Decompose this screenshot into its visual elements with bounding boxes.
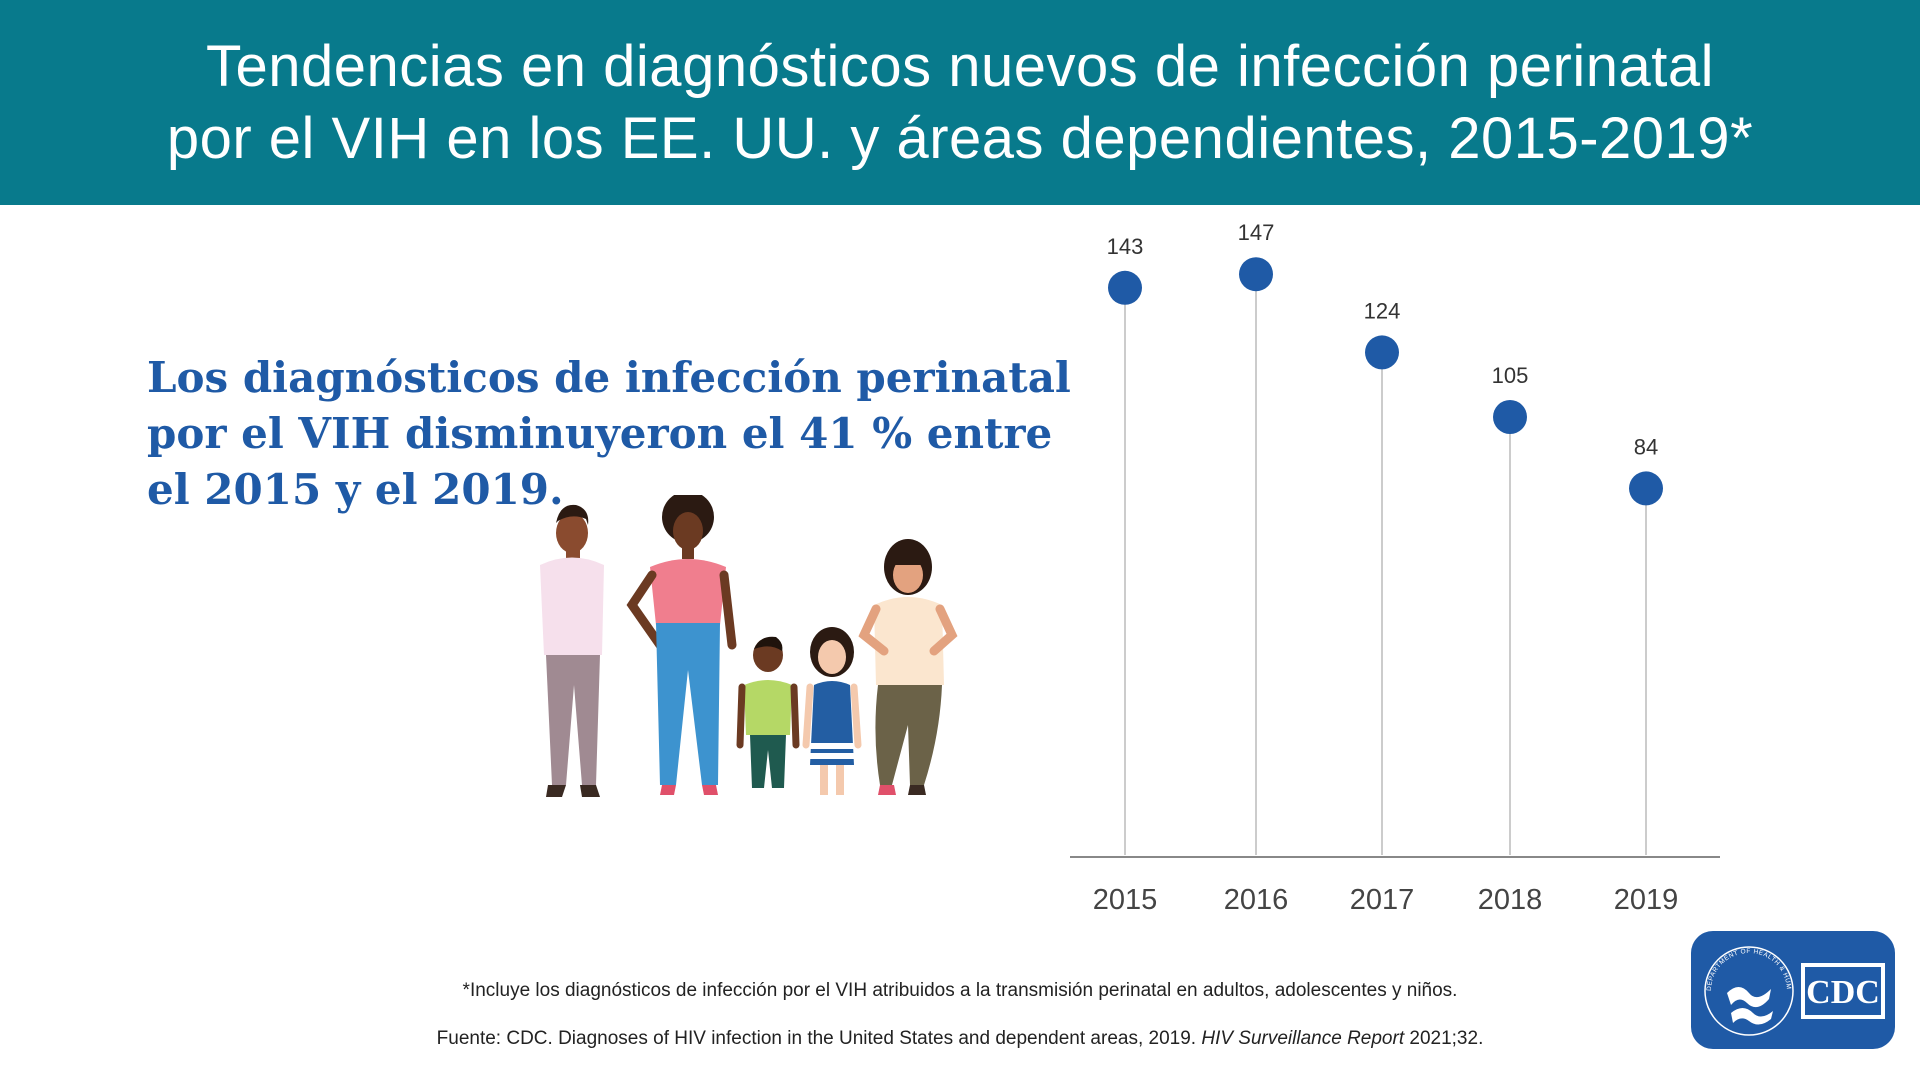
headline-line-2: por el VIH disminuyeron el 41 % entre xyxy=(147,409,1053,458)
markers-group xyxy=(1108,257,1663,506)
data-point-2019 xyxy=(1629,471,1663,506)
value-label-2015: 143 xyxy=(1107,234,1144,259)
footnote: *Incluye los diagnósticos de infección p… xyxy=(462,980,1458,1001)
value-label-2019: 84 xyxy=(1634,434,1658,459)
title-line-1: Tendencias en diagnósticos nuevos de inf… xyxy=(206,33,1714,99)
lollipop-chart: 143 147 124 105 84 2015 2016 2017 2018 2019 xyxy=(1070,220,1720,916)
woman-figure xyxy=(626,495,737,795)
x-tick-label-2017: 2017 xyxy=(1350,884,1415,916)
value-label-2016: 147 xyxy=(1238,220,1275,245)
value-label-2017: 124 xyxy=(1364,298,1401,323)
data-point-2018 xyxy=(1493,400,1527,434)
value-label-2018: 105 xyxy=(1492,363,1529,388)
headline: Los diagnósticos de infección perinatal … xyxy=(147,350,1071,518)
cdc-wordmark: CDC xyxy=(1806,974,1880,1011)
data-point-2017 xyxy=(1365,335,1399,370)
headline-line-1: Los diagnósticos de infección perinatal xyxy=(147,353,1071,402)
source-note: Fuente: CDC. Diagnoses of HIV infection … xyxy=(0,1028,1920,1050)
title-line-2: por el VIH en los EE. UU. y áreas depend… xyxy=(166,105,1754,171)
stems-group xyxy=(1124,274,1647,855)
data-point-2015 xyxy=(1108,270,1142,305)
x-tick-label-2019: 2019 xyxy=(1614,884,1679,916)
hhs-seal-icon: DEPARTMENT OF HEALTH & HUMAN SERVICES US… xyxy=(1688,926,1885,1036)
source-suffix: 2021;32. xyxy=(1404,1028,1484,1049)
man-figure xyxy=(540,504,604,797)
x-tick-labels-group: 2015 2016 2017 2018 2019 xyxy=(1093,884,1679,916)
woman-2-figure xyxy=(858,539,958,795)
value-labels-group: 143 147 124 105 84 xyxy=(1107,220,1659,459)
headline-line-3: el 2015 y el 2019. xyxy=(147,465,564,514)
data-point-2016 xyxy=(1239,257,1273,292)
boy-figure xyxy=(736,636,800,788)
family-illustration xyxy=(540,495,958,797)
x-tick-label-2016: 2016 xyxy=(1224,884,1289,916)
cdc-logo: DEPARTMENT OF HEALTH & HUMAN SERVICES US… xyxy=(1688,926,1895,1049)
girl-figure xyxy=(802,627,862,795)
title-banner: Tendencias en diagnósticos nuevos de inf… xyxy=(0,0,1920,205)
x-tick-label-2015: 2015 xyxy=(1093,884,1158,916)
source-prefix: Fuente: CDC. Diagnoses of HIV infection … xyxy=(436,1028,1202,1049)
source-report-title: HIV Surveillance Report xyxy=(1201,1028,1405,1049)
x-tick-label-2018: 2018 xyxy=(1478,884,1543,916)
